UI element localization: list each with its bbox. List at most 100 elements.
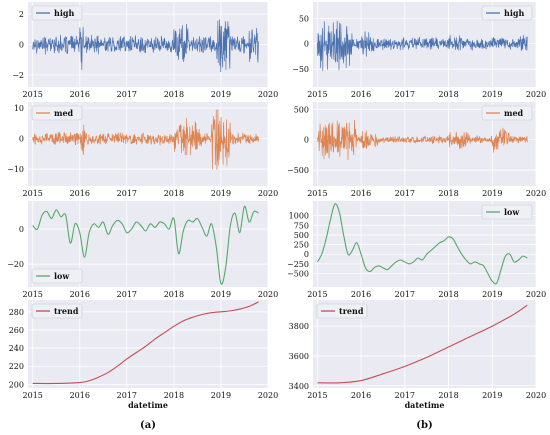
x-tick-label: 2015: [23, 391, 43, 400]
x-tick-label: 2019: [482, 391, 502, 400]
y-tick-label: 3800: [289, 322, 309, 331]
series-line-med: [317, 119, 528, 161]
x-tick-label: 2020: [258, 189, 278, 198]
x-tick-label: 2015: [307, 90, 327, 99]
y-tick-label: 0: [19, 135, 24, 144]
panel-label: (a): [140, 420, 156, 431]
y-tick-label: 220: [9, 362, 24, 371]
y-tick-label: −250: [287, 260, 309, 269]
x-tick-label: 2016: [351, 90, 371, 99]
series-line-high: [32, 19, 259, 72]
y-tick-label: 0: [19, 41, 24, 50]
x-tick-label: 2015: [23, 290, 43, 299]
x-tick-label: 2016: [351, 290, 371, 299]
x-tick-label: 2016: [70, 391, 90, 400]
y-tick-label: −20: [7, 260, 24, 269]
x-tick-label: 2020: [526, 290, 546, 299]
x-tick-label: 2019: [482, 290, 502, 299]
chart-b-trend: 2015 2016 2017 2018 2019 2020 3400 3600 3800 tren…: [289, 300, 546, 410]
y-tick-label: 750: [294, 221, 309, 230]
y-tick-label: 0: [304, 40, 309, 49]
y-tick-label: 250: [294, 241, 309, 250]
x-tick-label: 2019: [482, 189, 502, 198]
y-tick-label: −2: [12, 71, 24, 80]
x-tick-label: 2017: [117, 189, 137, 198]
y-tick-label: −10: [7, 165, 24, 174]
x-tick-label: 2018: [438, 90, 458, 99]
chart-a-high: 2015 2016 2017 2018 2019 2020 −2 0 2 high: [12, 2, 278, 99]
chart-a-low: 2015 2016 2017 2018 2019 2020 −20 0 low: [7, 201, 278, 299]
x-tick-label: 2018: [438, 391, 458, 400]
x-tick-label: 2020: [258, 290, 278, 299]
y-tick-label: 280: [9, 308, 24, 317]
x-tick-label: 2017: [395, 189, 415, 198]
legend: low: [481, 204, 533, 220]
x-tick-label: 2017: [117, 90, 137, 99]
legend-label: high: [504, 8, 524, 18]
x-axis-label: datetime: [405, 400, 445, 410]
x-tick-label: 2020: [526, 189, 546, 198]
x-tick-label: 2016: [70, 290, 90, 299]
legend-label: med: [504, 108, 524, 118]
x-tick-label: 2016: [70, 189, 90, 198]
x-axis-label: datetime: [128, 400, 168, 410]
legend: med: [481, 105, 533, 121]
y-tick-label: 0: [19, 225, 24, 234]
x-tick-label: 2017: [395, 391, 415, 400]
x-tick-label: 2015: [307, 290, 327, 299]
x-tick-label: 2020: [258, 391, 278, 400]
x-tick-label: 2020: [526, 90, 546, 99]
y-tick-label: 500: [294, 231, 309, 240]
y-tick-label: 2: [19, 10, 24, 19]
legend-label: med: [54, 108, 74, 118]
x-tick-label: 2015: [23, 189, 43, 198]
chart-a-med: 2015 2016 2017 2018 2019 2020 −10 0 10 med: [7, 102, 278, 198]
y-tick-label: 10: [14, 104, 24, 113]
x-tick-label: 2019: [211, 391, 231, 400]
legend: high: [481, 5, 533, 21]
x-tick-label: 2017: [117, 391, 137, 400]
x-tick-label: 2018: [164, 189, 184, 198]
x-tick-label: 2020: [526, 391, 546, 400]
x-tick-label: 2016: [351, 189, 371, 198]
legend: trend: [31, 303, 83, 319]
series-line-high: [317, 20, 528, 72]
series-line-trend: [32, 301, 259, 385]
y-tick-label: −500: [287, 166, 309, 175]
panel-label: (b): [416, 420, 432, 431]
y-tick-label: 1000: [289, 212, 309, 221]
x-tick-label: 2018: [164, 391, 184, 400]
legend-label: trend: [339, 306, 364, 316]
y-tick-label: 0: [304, 250, 309, 259]
chart-b-high: 2015 2016 2017 2018 2019 2020 −50 0 50 high: [292, 2, 546, 99]
x-tick-label: 2018: [438, 290, 458, 299]
chart-a-trend: 2015 2016 2017 2018 2019 2020 200 220 240 260 280 t…: [9, 300, 278, 410]
legend-label: low: [504, 207, 520, 217]
legend: med: [31, 105, 83, 121]
x-tick-label: 2019: [211, 90, 231, 99]
y-tick-label: 50: [299, 14, 309, 23]
y-tick-label: 500: [294, 105, 309, 114]
x-tick-label: 2015: [307, 391, 327, 400]
x-tick-label: 2015: [307, 189, 327, 198]
series-line-med: [32, 109, 259, 170]
x-tick-label: 2019: [482, 90, 502, 99]
legend: high: [31, 5, 83, 21]
x-tick-label: 2018: [438, 189, 458, 198]
x-tick-label: 2016: [70, 90, 90, 99]
y-tick-label: 0: [304, 136, 309, 145]
x-tick-label: 2019: [211, 290, 231, 299]
chart-b-med: 2015 2016 2017 2018 2019 2020 −500 0 500 med: [287, 102, 546, 198]
y-tick-label: 240: [9, 344, 24, 353]
y-tick-label: 200: [9, 380, 24, 389]
y-tick-label: 260: [9, 326, 24, 335]
x-tick-label: 2017: [395, 90, 415, 99]
chart-b-low: 2015 2016 2017 2018 2019 2020 −500−25002505007…: [287, 201, 546, 299]
legend-label: low: [54, 271, 70, 281]
legend-label: trend: [54, 306, 79, 316]
y-tick-label: 3600: [289, 352, 309, 361]
y-tick-label: −500: [287, 270, 309, 279]
legend: trend: [316, 303, 368, 319]
series-line-trend: [317, 304, 528, 384]
